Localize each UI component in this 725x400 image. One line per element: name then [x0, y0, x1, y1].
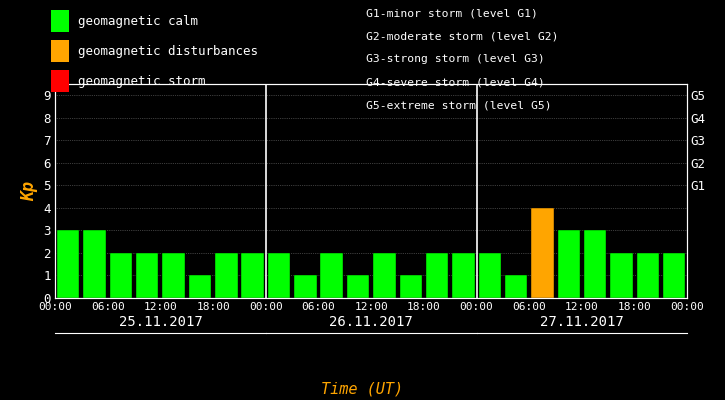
Text: G1-minor storm (level G1): G1-minor storm (level G1) [366, 9, 538, 19]
Bar [610, 253, 633, 298]
Bar [83, 230, 106, 298]
Bar [637, 253, 659, 298]
Text: geomagnetic storm: geomagnetic storm [78, 74, 205, 88]
Bar [136, 253, 159, 298]
Bar [109, 253, 132, 298]
Bar [478, 253, 501, 298]
Bar [505, 276, 527, 298]
Bar [268, 253, 290, 298]
Bar [452, 253, 475, 298]
Text: 27.11.2017: 27.11.2017 [540, 315, 624, 329]
Bar [347, 276, 369, 298]
Text: Time (UT): Time (UT) [321, 381, 404, 396]
Text: G4-severe storm (level G4): G4-severe storm (level G4) [366, 77, 545, 87]
Bar [162, 253, 185, 298]
Text: geomagnetic disturbances: geomagnetic disturbances [78, 44, 257, 58]
Y-axis label: Kp: Kp [20, 181, 38, 201]
Bar [373, 253, 396, 298]
Bar [215, 253, 238, 298]
Bar [584, 230, 606, 298]
Bar [320, 253, 343, 298]
Bar [241, 253, 264, 298]
Bar [294, 276, 317, 298]
Bar [399, 276, 422, 298]
Bar [426, 253, 448, 298]
Text: G5-extreme storm (level G5): G5-extreme storm (level G5) [366, 100, 552, 110]
Bar [531, 208, 554, 298]
Bar [57, 230, 80, 298]
Text: G3-strong storm (level G3): G3-strong storm (level G3) [366, 54, 545, 64]
Bar [663, 253, 685, 298]
Text: 25.11.2017: 25.11.2017 [119, 315, 202, 329]
Text: geomagnetic calm: geomagnetic calm [78, 14, 198, 28]
Bar [188, 276, 211, 298]
Text: G2-moderate storm (level G2): G2-moderate storm (level G2) [366, 32, 559, 42]
Bar [558, 230, 580, 298]
Text: 26.11.2017: 26.11.2017 [329, 315, 413, 329]
